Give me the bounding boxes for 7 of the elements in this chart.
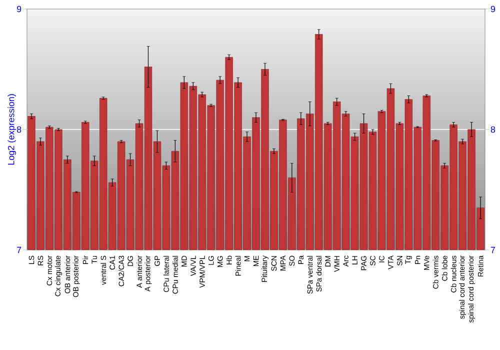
y-tick-label: 7: [17, 246, 22, 254]
y2-tick-label: 8: [490, 126, 496, 133]
y-tick-label: 8: [16, 126, 22, 133]
y-tick-label: 9: [16, 6, 22, 12]
y2-tick-label: 9: [490, 6, 496, 12]
y-axis-title: Log2 (expression): [8, 94, 16, 165]
y2-tick-label: 7: [490, 246, 495, 254]
